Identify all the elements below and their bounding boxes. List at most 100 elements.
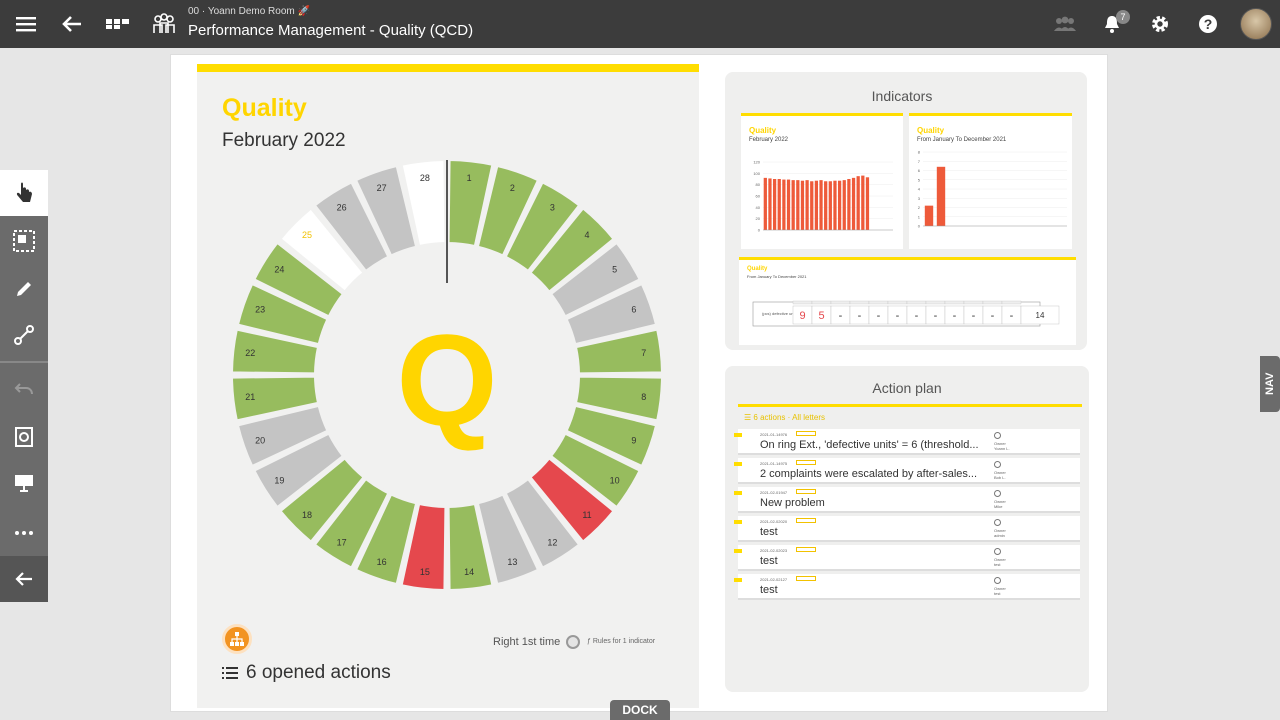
- team-icon[interactable]: [150, 12, 178, 36]
- flag-icon: [734, 491, 742, 495]
- user-avatar[interactable]: [1240, 8, 1272, 40]
- y-tick-label: 0: [918, 224, 921, 229]
- day-label: 23: [255, 305, 265, 315]
- action-row[interactable]: 2021-02-02023 test Owner test: [734, 545, 1080, 571]
- action-row[interactable]: 2021-02-01947 New problem Owner Mike: [734, 487, 1080, 513]
- status-tag: [796, 431, 816, 436]
- back-arrow-icon[interactable]: [60, 12, 84, 36]
- day-segment-18[interactable]: [279, 457, 365, 543]
- y-tick-label: 120: [753, 160, 760, 165]
- owner-name: admin: [994, 533, 1005, 538]
- room-name: 00 · Yoann Demo Room 🚀: [188, 6, 310, 17]
- pointer-tool-icon[interactable]: [0, 170, 48, 216]
- action-owner: Owner admin: [994, 528, 1006, 538]
- flag-icon: [734, 578, 742, 582]
- bar-13: [819, 180, 823, 230]
- menu-icon[interactable]: [14, 12, 38, 36]
- bell-icon[interactable]: [1100, 12, 1124, 36]
- action-row[interactable]: 2021-01-14976 On ring Ext., 'defective un…: [734, 429, 1080, 455]
- day-label: 3: [550, 202, 555, 212]
- day-segment-1[interactable]: [447, 160, 494, 248]
- day-segment-14[interactable]: [447, 502, 494, 591]
- action-row[interactable]: 2021-01-14975 2 complaints were escalated…: [734, 458, 1080, 484]
- action-plan-header: ☰ 6 actions · All letters: [744, 413, 825, 422]
- action-text: test: [760, 526, 778, 538]
- more-icon[interactable]: [0, 510, 48, 556]
- day-label: 15: [420, 567, 430, 577]
- quality-wheel: 1234567891011121314151617181920212223242…: [231, 160, 663, 591]
- day-label: 2: [510, 183, 515, 193]
- day-segment-10[interactable]: [549, 432, 641, 509]
- day-segment-9[interactable]: [565, 404, 658, 468]
- progress-icon: [994, 461, 1001, 468]
- owner-name: test: [994, 562, 1001, 567]
- day-segment-19[interactable]: [253, 432, 345, 509]
- status-tag: [796, 547, 816, 552]
- indicators-title: Indicators: [871, 88, 933, 104]
- status-tag: [796, 518, 816, 523]
- day-segment-23[interactable]: [236, 282, 329, 346]
- indicator-table[interactable]: Quality From January To December 2021 (p…: [739, 257, 1076, 345]
- day-segment-5[interactable]: [549, 241, 641, 318]
- owner-label: Owner: [994, 557, 1006, 562]
- help-icon[interactable]: ?: [1196, 12, 1220, 36]
- day-segment-6[interactable]: [565, 282, 658, 346]
- day-segment-16[interactable]: [354, 493, 418, 586]
- day-segment-17[interactable]: [313, 477, 390, 569]
- yearly-bar-chart: 8 7 6 5 4 3 2 1 0: [918, 150, 1067, 229]
- action-row[interactable]: 2021-02-02127 test Owner test: [734, 574, 1080, 600]
- monthly-table: (pcs) defective units (Rtgt.)9 5 - - - - - - - - -…: [752, 300, 1060, 327]
- connector-icon[interactable]: [0, 312, 48, 358]
- pencil-icon[interactable]: [0, 266, 48, 312]
- day-segment-8[interactable]: [574, 375, 663, 422]
- action-row[interactable]: 2021-02-02020 test Owner admin: [734, 516, 1080, 542]
- day-segment-24[interactable]: [253, 241, 345, 318]
- day-segment-25[interactable]: [279, 207, 365, 293]
- right-first-time-indicator[interactable]: [566, 635, 580, 649]
- y-tick-label: 6: [918, 168, 921, 173]
- day-segment-3[interactable]: [504, 181, 581, 273]
- snapshot-icon[interactable]: [0, 414, 48, 460]
- total-cell: [1020, 305, 1060, 325]
- day-segment-28[interactable]: [400, 160, 447, 248]
- dock-tab[interactable]: DOCK: [610, 700, 670, 720]
- list-icon: [222, 667, 238, 679]
- bar-19: [847, 179, 851, 230]
- panel-title: Quality: [222, 94, 307, 122]
- bar-2: [768, 178, 772, 230]
- progress-icon: [994, 577, 1001, 584]
- day-segment-4[interactable]: [529, 207, 615, 293]
- flag-icon: [734, 549, 742, 553]
- indicator-chart-daily[interactable]: Quality February 2022 120 100 80 60 40 20 0: [741, 113, 903, 249]
- cell-value: -: [858, 310, 862, 322]
- y-tick-label: 4: [918, 187, 921, 192]
- board-layout-icon[interactable]: [106, 12, 130, 36]
- bar-4: [777, 179, 781, 230]
- day-segment-15[interactable]: [400, 502, 447, 591]
- users-icon[interactable]: [1052, 12, 1078, 36]
- select-area-icon[interactable]: [0, 218, 48, 264]
- day-segment-26[interactable]: [313, 181, 390, 273]
- opened-actions[interactable]: 6 opened actions: [222, 662, 391, 684]
- org-chart-button[interactable]: [222, 624, 252, 654]
- action-id: 2021-02-01947: [760, 490, 788, 495]
- day-segment-7[interactable]: [574, 328, 663, 375]
- day-segment-20[interactable]: [236, 404, 329, 468]
- day-segment-22[interactable]: [231, 328, 320, 375]
- rules-link[interactable]: ƒ Rules for 1 indicator: [587, 638, 655, 645]
- indicator-chart-yearly[interactable]: Quality From January To December 2021 8 7…: [909, 113, 1072, 249]
- nav-tab[interactable]: NAV: [1260, 356, 1280, 412]
- undo-icon[interactable]: [0, 366, 48, 412]
- collapse-arrow-icon[interactable]: [0, 556, 48, 602]
- day-segment-21[interactable]: [231, 375, 320, 422]
- day-segment-13[interactable]: [476, 493, 540, 586]
- day-segment-27[interactable]: [354, 164, 418, 257]
- action-id: 2021-02-02020: [760, 519, 788, 524]
- day-segment-11[interactable]: [529, 457, 615, 543]
- day-segment-2[interactable]: [476, 164, 540, 257]
- day-segment-12[interactable]: [504, 477, 581, 569]
- gear-icon[interactable]: [1148, 12, 1172, 36]
- presentation-icon[interactable]: [0, 460, 48, 506]
- day-label: 13: [507, 557, 517, 567]
- day-label: 8: [641, 392, 646, 402]
